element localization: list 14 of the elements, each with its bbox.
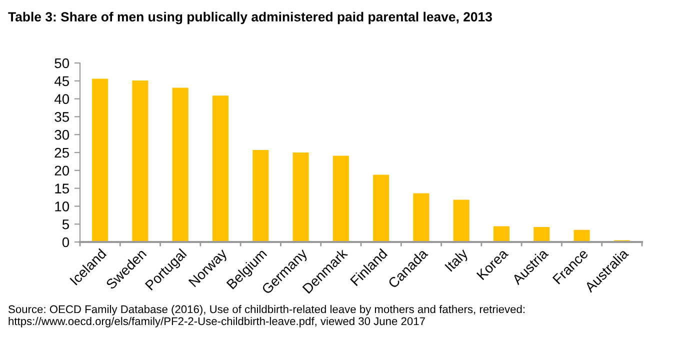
y-tick-label: 40 xyxy=(54,94,70,104)
x-tick-label: Italy xyxy=(444,248,470,274)
y-tick-label: 20 xyxy=(54,166,70,176)
chart-title: Table 3: Share of men using publically administered paid parental leave, 2013 xyxy=(8,12,492,24)
y-tick-label: 15 xyxy=(55,184,70,194)
y-tick-label: 45 xyxy=(54,76,70,86)
y-tick-label: 50 xyxy=(54,58,70,68)
y-tick-label: 0 xyxy=(62,237,70,248)
y-tick-label: 30 xyxy=(54,130,70,140)
source-note: Source: OECD Family Database (2016), Use of childbirth-related leave by mothers and fathers, retrieved: https://www.oecd.org/els/family/PF2-2-Use-childbirth-leave.pdf, viewed 30 June 2017 xyxy=(8,305,525,328)
y-tick-label: 35 xyxy=(54,112,70,122)
y-tick-label: 10 xyxy=(55,202,70,212)
y-tick-label: 25 xyxy=(54,148,70,158)
y-tick-label: 5 xyxy=(62,220,69,230)
